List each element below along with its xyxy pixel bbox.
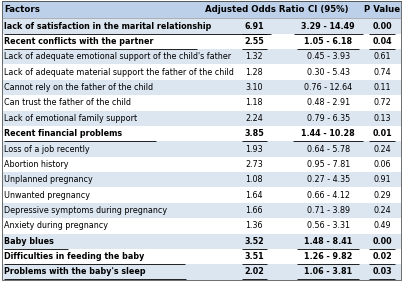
Bar [2, 19, 401, 34]
Text: Difficulties in feeding the baby: Difficulties in feeding the baby [4, 252, 144, 261]
Bar [2, 141, 401, 157]
Bar [2, 34, 401, 49]
Text: 2.24: 2.24 [245, 114, 263, 123]
Text: Can trust the father of the child: Can trust the father of the child [4, 98, 131, 107]
Text: 0.00: 0.00 [372, 22, 392, 31]
Text: Anxiety during pregnancy: Anxiety during pregnancy [4, 221, 108, 230]
Text: 0.74: 0.74 [373, 68, 391, 77]
Text: 0.13: 0.13 [373, 114, 391, 123]
Text: Adjusted Odds Ratio: Adjusted Odds Ratio [205, 5, 304, 14]
Text: Depressive symptoms during pregnancy: Depressive symptoms during pregnancy [4, 206, 167, 215]
Text: 0.61: 0.61 [373, 52, 391, 61]
Text: 0.45 - 3.93: 0.45 - 3.93 [307, 52, 350, 61]
Bar [2, 218, 401, 234]
Text: 1.48 - 8.41: 1.48 - 8.41 [304, 237, 352, 246]
Bar [2, 234, 401, 249]
Text: P Value: P Value [364, 5, 400, 14]
Text: Lack of emotional family support: Lack of emotional family support [4, 114, 137, 123]
Text: Abortion history: Abortion history [4, 160, 68, 169]
Text: Unplanned pregnancy: Unplanned pregnancy [4, 175, 92, 184]
Text: Unwanted pregnancy: Unwanted pregnancy [4, 191, 89, 200]
Text: 1.44 - 10.28: 1.44 - 10.28 [301, 129, 355, 138]
Text: CI (95%): CI (95%) [308, 5, 349, 14]
Bar [2, 249, 401, 264]
Text: 0.72: 0.72 [373, 98, 391, 107]
Text: 1.93: 1.93 [245, 144, 263, 153]
Text: 0.27 - 4.35: 0.27 - 4.35 [307, 175, 350, 184]
Text: 1.36: 1.36 [245, 221, 263, 230]
Text: 0.56 - 3.31: 0.56 - 3.31 [307, 221, 350, 230]
Text: 0.48 - 2.91: 0.48 - 2.91 [307, 98, 350, 107]
Text: 1.06 - 3.81: 1.06 - 3.81 [304, 268, 352, 277]
Text: 6.91: 6.91 [245, 22, 264, 31]
Text: 3.85: 3.85 [245, 129, 264, 138]
Text: 0.79 - 6.35: 0.79 - 6.35 [307, 114, 350, 123]
Bar [2, 187, 401, 203]
Bar [2, 49, 401, 65]
Text: 0.24: 0.24 [373, 144, 391, 153]
Text: 0.01: 0.01 [372, 129, 392, 138]
Text: Factors: Factors [4, 5, 40, 14]
Text: lack of satisfaction in the marital relationship: lack of satisfaction in the marital rela… [4, 22, 211, 31]
Text: Lack of adequate material support the father of the child: Lack of adequate material support the fa… [4, 68, 233, 77]
Bar [2, 80, 401, 95]
Bar [2, 264, 401, 280]
Bar [2, 111, 401, 126]
Text: 1.66: 1.66 [245, 206, 263, 215]
Text: 1.08: 1.08 [245, 175, 263, 184]
Bar [2, 157, 401, 172]
Text: 0.95 - 7.81: 0.95 - 7.81 [307, 160, 350, 169]
Text: 0.49: 0.49 [373, 221, 391, 230]
Text: 0.71 - 3.89: 0.71 - 3.89 [307, 206, 350, 215]
Text: 2.55: 2.55 [245, 37, 264, 46]
Text: 0.24: 0.24 [373, 206, 391, 215]
Bar [2, 65, 401, 80]
Text: 3.29 - 14.49: 3.29 - 14.49 [301, 22, 355, 31]
Text: Loss of a job recently: Loss of a job recently [4, 144, 89, 153]
Bar [2, 126, 401, 141]
Text: 0.11: 0.11 [373, 83, 391, 92]
Text: Baby blues: Baby blues [4, 237, 54, 246]
Text: 0.91: 0.91 [373, 175, 391, 184]
Text: 0.64 - 5.78: 0.64 - 5.78 [307, 144, 350, 153]
Text: 0.06: 0.06 [373, 160, 391, 169]
Text: 0.03: 0.03 [372, 268, 392, 277]
Text: 1.26 - 9.82: 1.26 - 9.82 [304, 252, 352, 261]
Text: 0.02: 0.02 [372, 252, 392, 261]
Text: 0.29: 0.29 [373, 191, 391, 200]
Text: 1.28: 1.28 [245, 68, 263, 77]
Text: 3.10: 3.10 [245, 83, 263, 92]
Text: 2.02: 2.02 [245, 268, 264, 277]
Text: 3.51: 3.51 [245, 252, 264, 261]
Bar [2, 203, 401, 218]
Text: 3.52: 3.52 [245, 237, 264, 246]
Text: 1.18: 1.18 [245, 98, 263, 107]
Text: 0.00: 0.00 [372, 237, 392, 246]
Text: 0.04: 0.04 [372, 37, 392, 46]
Text: 1.32: 1.32 [245, 52, 263, 61]
Text: Recent financial problems: Recent financial problems [4, 129, 122, 138]
Text: 1.05 - 6.18: 1.05 - 6.18 [304, 37, 352, 46]
Text: Cannot rely on the father of the child: Cannot rely on the father of the child [4, 83, 153, 92]
Text: Problems with the baby's sleep: Problems with the baby's sleep [4, 268, 145, 277]
Text: 0.66 - 4.12: 0.66 - 4.12 [307, 191, 350, 200]
Text: 2.73: 2.73 [245, 160, 263, 169]
Text: 0.30 - 5.43: 0.30 - 5.43 [307, 68, 350, 77]
Text: 1.64: 1.64 [245, 191, 263, 200]
Bar [2, 172, 401, 187]
Text: Recent conflicts with the partner: Recent conflicts with the partner [4, 37, 153, 46]
Text: Lack of adequate emotional support of the child's father: Lack of adequate emotional support of th… [4, 52, 231, 61]
Bar [2, 95, 401, 111]
Bar [2, 1, 401, 19]
Text: 0.76 - 12.64: 0.76 - 12.64 [304, 83, 352, 92]
